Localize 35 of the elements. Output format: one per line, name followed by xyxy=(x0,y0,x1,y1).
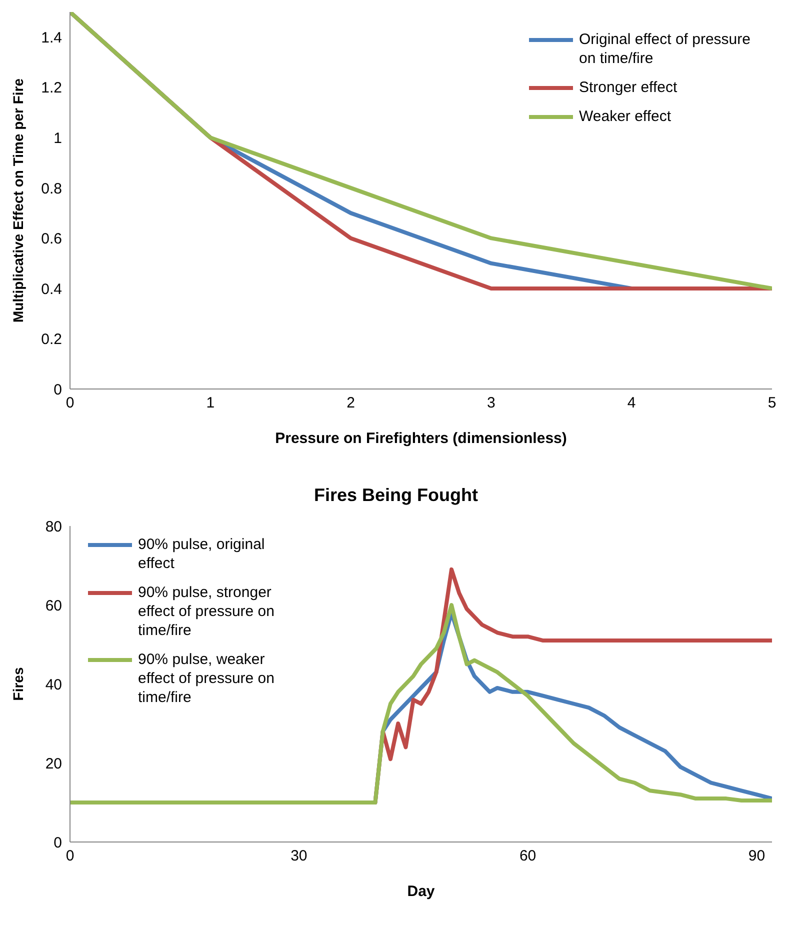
legend-label: Stronger effect xyxy=(579,78,678,97)
y-tick-label: 0 xyxy=(54,381,62,398)
x-tick-label: 60 xyxy=(519,848,536,865)
y-axis-title: Fires xyxy=(10,667,26,701)
legend-label: 90% pulse, original effect xyxy=(138,535,266,573)
x-tick-label: 4 xyxy=(627,394,636,412)
legend-label: 90% pulse, stronger effect of pressure on time/fire xyxy=(138,583,276,640)
x-tick-label: 2 xyxy=(346,394,355,412)
legend-label: 90% pulse, weaker effect of pressure on time/fire xyxy=(138,650,276,707)
y-tick-label: 0.6 xyxy=(41,230,62,248)
y-tick-label: 20 xyxy=(45,755,62,772)
x-axis-title: Pressure on Firefighters (dimensionless) xyxy=(275,430,567,447)
y-tick-label: 0.4 xyxy=(41,280,62,298)
line-series xyxy=(70,12,772,290)
legend-label: Weaker effect xyxy=(579,107,671,126)
x-tick-label: 0 xyxy=(66,394,74,412)
y-tick-label: 80 xyxy=(45,518,62,536)
y-axis-title: Multiplicative Effect on Time per Fire xyxy=(10,78,26,323)
x-tick-label: 3 xyxy=(487,394,496,412)
y-tick-label: 40 xyxy=(45,676,62,694)
y-tick-label: 0 xyxy=(54,834,62,852)
x-tick-label: 1 xyxy=(206,394,215,412)
y-tick-label: 0.2 xyxy=(41,331,62,348)
legend-label: Original effect of pressure on time/fire xyxy=(579,30,752,68)
x-tick-label: 30 xyxy=(290,848,308,865)
x-tick-label: 0 xyxy=(66,848,74,865)
x-tick-label: 90 xyxy=(748,848,766,865)
y-tick-label: 60 xyxy=(45,597,62,614)
x-axis-title: Day xyxy=(407,883,436,900)
y-tick-label: 0.8 xyxy=(41,180,62,198)
chart-title: Fires Being Fought xyxy=(313,485,479,506)
y-tick-label: 1.4 xyxy=(41,29,62,46)
x-tick-label: 5 xyxy=(768,394,776,412)
y-tick-label: 1.2 xyxy=(41,80,62,97)
y-tick-label: 1 xyxy=(54,130,62,147)
